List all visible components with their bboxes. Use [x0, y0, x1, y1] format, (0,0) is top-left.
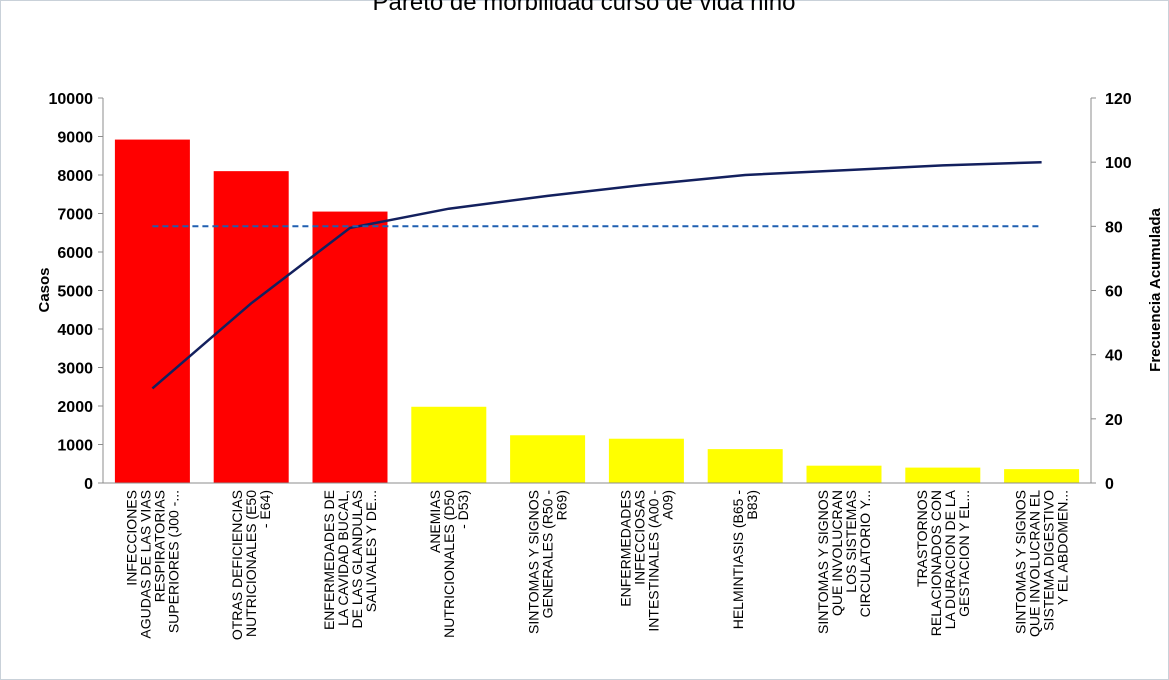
right-tick-label: 60	[1105, 284, 1123, 301]
left-tick-label: 9000	[57, 130, 93, 147]
category-label-line: SALIVALES Y DE...	[363, 490, 379, 612]
category-label-line: - E64)	[257, 490, 273, 528]
bar-8	[807, 466, 882, 483]
right-tick-label: 100	[1105, 155, 1132, 172]
right-tick-label: 20	[1105, 412, 1123, 429]
bar-7	[708, 449, 783, 483]
right-tick-label: 120	[1105, 91, 1132, 108]
right-tick-label: 0	[1105, 476, 1114, 493]
chart-title: Pareto de morbilidad curso de vida niño	[373, 0, 796, 16]
category-label-line: Y EL ABDOMEN...	[1055, 490, 1071, 605]
left-axis-title: Casos	[36, 267, 53, 312]
left-tick-label: 10000	[49, 91, 94, 108]
right-axis-title: Frecuencia Acumulada	[1147, 208, 1164, 372]
bar-5	[510, 435, 585, 483]
left-tick-label: 0	[84, 476, 93, 493]
right-tick-label: 40	[1105, 348, 1123, 365]
category-label-line: B83)	[744, 490, 760, 520]
category-label-line: GESTACION Y EL...	[956, 490, 972, 617]
left-tick-label: 5000	[57, 284, 93, 301]
left-tick-label: 8000	[57, 168, 93, 185]
category-label-line: R69)	[554, 490, 570, 520]
bar-3	[313, 212, 388, 483]
left-tick-label: 2000	[57, 399, 93, 416]
right-tick-label: 80	[1105, 219, 1123, 236]
bar-9	[905, 468, 980, 483]
left-tick-label: 4000	[57, 322, 93, 339]
bar-10	[1004, 469, 1079, 483]
category-label-line: SUPERIORES (J00 -...	[165, 490, 181, 633]
category-label-line: A09)	[659, 490, 675, 520]
left-tick-label: 3000	[57, 361, 93, 378]
bar-6	[609, 439, 684, 483]
category-label-line: - D53)	[455, 490, 471, 529]
left-tick-label: 7000	[57, 207, 93, 224]
left-tick-label: 6000	[57, 245, 93, 262]
category-label-3: ENFERMEDADES DELA CAVIDAD BUCAL,DE LAS G…	[321, 490, 379, 630]
category-label-line: CIRCULATORIO Y...	[857, 490, 873, 617]
bar-4	[411, 407, 486, 483]
category-label-8: SINTOMAS Y SIGNOSQUE INVOLUCRANLOS SISTE…	[815, 490, 873, 634]
left-tick-label: 1000	[57, 438, 93, 455]
bar-1	[115, 140, 190, 483]
